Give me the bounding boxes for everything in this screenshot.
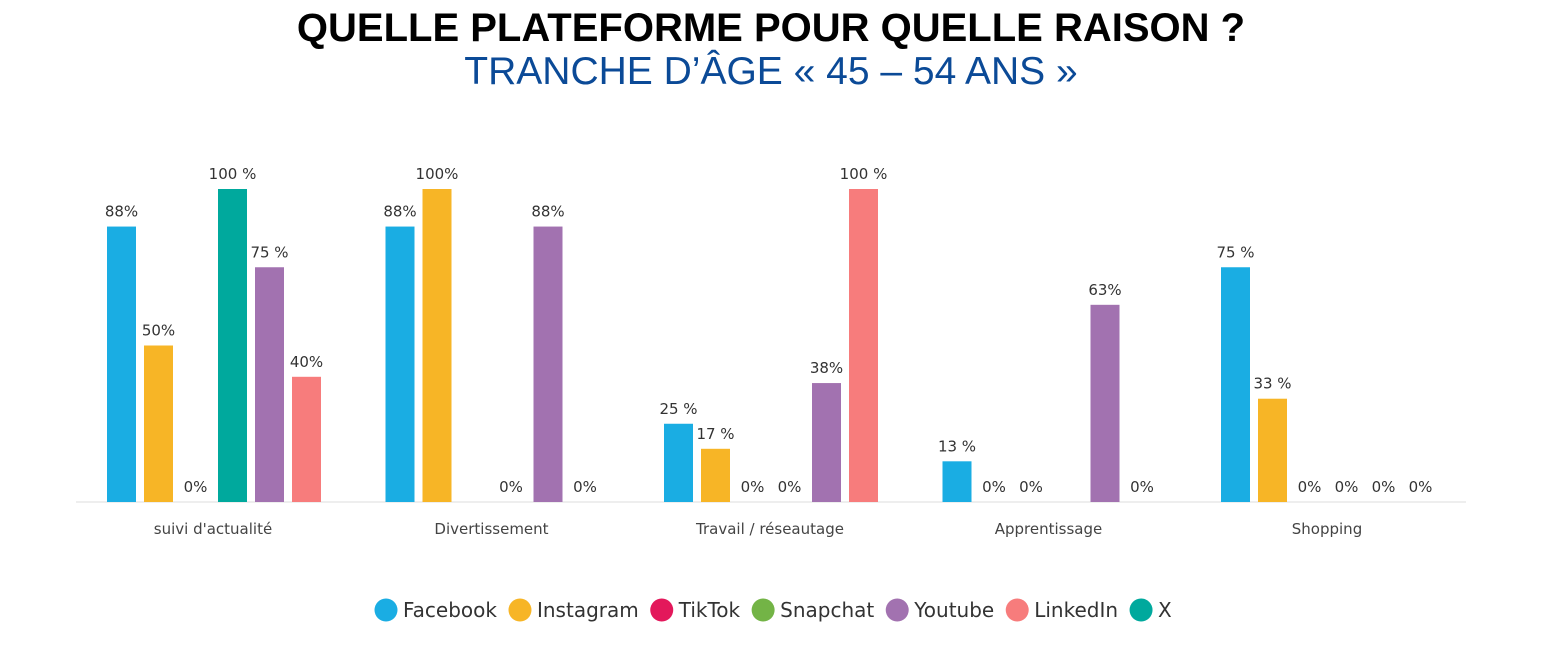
- bar-divertissement-youtube: [533, 226, 563, 502]
- data-label-shopping-linkedin: 0%: [1409, 478, 1433, 496]
- data-label-apprentissage-tiktok: 0%: [1019, 478, 1043, 496]
- legend-swatch-x: [1129, 598, 1153, 622]
- legend-swatch-linkedin: [1005, 598, 1029, 622]
- legend-label-x: X: [1158, 598, 1172, 622]
- category-label-divertissement: Divertissement: [434, 520, 548, 538]
- legend-swatch-snapchat: [751, 598, 775, 622]
- data-label-shopping-tiktok: 0%: [1298, 478, 1322, 496]
- bar-travail-reseautage-linkedin: [849, 189, 878, 502]
- data-label-travail-reseautage-facebook: 25 %: [659, 400, 697, 418]
- legend-label-linkedin: LinkedIn: [1034, 598, 1118, 622]
- legend-swatch-instagram: [508, 598, 532, 622]
- legend: Facebook Instagram TikTok Snapchat Youtube Li…: [374, 598, 1172, 622]
- category-label-shopping: Shopping: [1292, 520, 1362, 538]
- bar-suivi-d-actualite-facebook: [107, 226, 136, 502]
- data-label-shopping-facebook: 75 %: [1216, 243, 1254, 261]
- data-label-travail-reseautage-linkedin: 100 %: [840, 165, 888, 183]
- legend-swatch-facebook: [374, 598, 398, 622]
- legend-swatch-youtube: [885, 598, 909, 622]
- category-label-apprentissage: Apprentissage: [995, 520, 1103, 538]
- bar-apprentissage-youtube: [1090, 304, 1120, 502]
- bar-travail-reseautage-instagram: [701, 448, 730, 502]
- data-label-divertissement-linkedin: 0%: [573, 478, 597, 496]
- data-label-apprentissage-facebook: 13 %: [938, 437, 976, 455]
- legend-label-facebook: Facebook: [403, 598, 497, 622]
- bar-travail-reseautage-youtube: [812, 383, 841, 502]
- data-label-suivi-d-actualite-instagram: 50%: [142, 322, 175, 340]
- chart-title: QUELLE PLATEFORME POUR QUELLE RAISON ?: [296, 6, 1246, 50]
- data-label-travail-reseautage-instagram: 17 %: [696, 425, 734, 443]
- data-label-apprentissage-instagram: 0%: [982, 478, 1006, 496]
- bar-suivi-d-actualite-linkedin: [292, 376, 321, 502]
- data-label-travail-reseautage-tiktok: 0%: [741, 478, 765, 496]
- category-label-travail-reseautage: Travail / réseautage: [695, 520, 844, 538]
- category-label-suivi-d-actualite: suivi d'actualité: [154, 520, 272, 538]
- bar-shopping-instagram: [1258, 398, 1287, 502]
- data-label-apprentissage-linkedin: 0%: [1130, 478, 1154, 496]
- data-label-suivi-d-actualite-facebook: 88%: [105, 203, 138, 221]
- bar-suivi-d-actualite-youtube: [255, 267, 284, 502]
- legend-label-snapchat: Snapchat: [780, 598, 874, 622]
- data-label-suivi-d-actualite-linkedin: 40%: [290, 353, 323, 371]
- data-label-suivi-d-actualite-tiktok: 0%: [184, 478, 208, 496]
- bar-shopping-facebook: [1221, 267, 1250, 502]
- legend-label-tiktok: TikTok: [678, 598, 741, 622]
- data-label-divertissement-youtube: 88%: [531, 203, 564, 221]
- data-label-divertissement-snapchat: 0%: [499, 478, 523, 496]
- data-label-shopping-instagram: 33 %: [1253, 375, 1291, 393]
- data-label-divertissement-facebook: 88%: [383, 203, 416, 221]
- bar-divertissement-facebook: [385, 226, 415, 502]
- data-label-shopping-youtube: 0%: [1372, 478, 1396, 496]
- bar-suivi-d-actualite-x: [218, 189, 247, 502]
- data-label-travail-reseautage-youtube: 38%: [810, 359, 843, 377]
- legend-label-youtube: Youtube: [913, 598, 994, 622]
- data-label-divertissement-instagram: 100%: [416, 165, 459, 183]
- bars-group: 88% 50% 0% 100 % 75 % 40% 88% 100% 0% 88% 0% 25 % 17…: [105, 165, 1433, 502]
- data-label-apprentissage-youtube: 63%: [1088, 281, 1121, 299]
- data-label-shopping-snapchat: 0%: [1335, 478, 1359, 496]
- data-label-suivi-d-actualite-x: 100 %: [209, 165, 257, 183]
- data-label-travail-reseautage-snapchat: 0%: [778, 478, 802, 496]
- bar-travail-reseautage-facebook: [664, 423, 693, 502]
- bar-suivi-d-actualite-instagram: [144, 345, 173, 502]
- bar-apprentissage-facebook: [942, 461, 972, 502]
- bar-divertissement-instagram: [422, 189, 452, 502]
- data-label-suivi-d-actualite-youtube: 75 %: [250, 243, 288, 261]
- legend-label-instagram: Instagram: [537, 598, 639, 622]
- legend-swatch-tiktok: [650, 598, 674, 622]
- category-labels: suivi d'actualité Divertissement Travail /…: [154, 520, 1362, 538]
- chart-subtitle: TRANCHE D’ÂGE « 45 – 54 ANS »: [464, 50, 1078, 93]
